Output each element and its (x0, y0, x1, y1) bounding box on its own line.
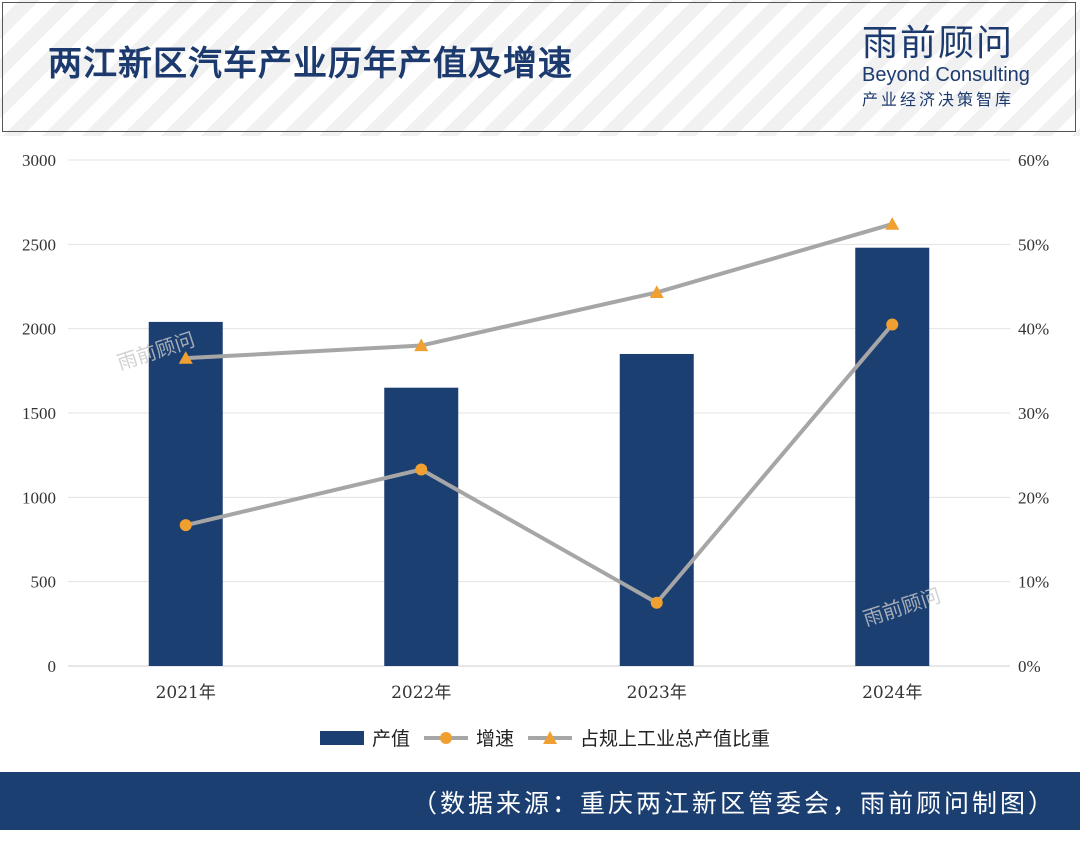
grid (68, 159, 1010, 667)
y-tick-label: 1000 (22, 488, 56, 507)
legend-marker (543, 731, 558, 744)
x-tick-label: 2022年 (391, 683, 451, 703)
header-border (2, 2, 1076, 132)
y-tick-label: 0 (48, 657, 57, 676)
logo-en: Beyond Consulting (862, 64, 1030, 86)
logo: 雨前顾问 Beyond Consulting 产业经济决策智库 (862, 24, 1042, 114)
bar (619, 353, 694, 666)
y2-tick-label: 10% (1018, 573, 1049, 592)
y2-tick-label: 0% (1018, 657, 1041, 676)
bar (855, 247, 930, 666)
data-point (650, 596, 663, 609)
header: 两江新区汽车产业历年产值及增速 雨前顾问 Beyond Consulting 产… (0, 0, 1080, 136)
x-tick-label: 2021年 (156, 683, 216, 703)
data-point (649, 285, 664, 299)
right-axis: 0% 10% 20% 30% 40% 50% 60% (1018, 151, 1049, 676)
data-point (178, 351, 193, 364)
y-tick-label: 2500 (22, 235, 56, 254)
bar-series (148, 247, 930, 666)
series-line (185, 222, 893, 361)
bar (384, 387, 459, 666)
data-point (414, 338, 429, 352)
logo-subtitle: 产业经济决策智库 (862, 90, 1015, 109)
y2-tick-label: 50% (1018, 235, 1049, 254)
x-tick-label: 2023年 (627, 683, 687, 703)
legend-swatch (320, 731, 364, 745)
legend-label: 增速 (476, 728, 514, 750)
x-axis: 2021年 2022年 2023年 2024年 (156, 683, 923, 703)
logo-cn: 雨前顾问 (862, 23, 1015, 64)
data-point (885, 217, 900, 230)
y-tick-label: 3000 (22, 151, 56, 170)
line-series (178, 217, 900, 609)
legend-label: 产值 (372, 728, 410, 750)
data-point (179, 519, 192, 532)
y-tick-label: 2000 (22, 320, 56, 339)
x-tick-label: 2024年 (862, 683, 922, 703)
y2-tick-label: 20% (1018, 488, 1049, 507)
footer: （数据来源：重庆两江新区管委会，雨前顾问制图） (0, 772, 1080, 830)
source-note: （数据来源：重庆两江新区管委会，雨前顾问制图） (411, 789, 1056, 818)
legend-label: 占规上工业总产值比重 (580, 728, 770, 750)
left-axis: 0 500 1000 1500 2000 2500 3000 (22, 151, 56, 676)
legend: 产值 增速 占规上工业总产值比重 (320, 728, 770, 750)
legend-marker (440, 732, 453, 744)
data-point (886, 318, 899, 331)
y-tick-label: 500 (31, 573, 57, 592)
combo-chart: 0 500 1000 1500 2000 2500 3000 0% 10% 20% 30% 40% 5… (22, 151, 1049, 750)
data-point (415, 463, 428, 476)
series-line (185, 323, 894, 605)
page-title: 两江新区汽车产业历年产值及增速 (48, 44, 573, 84)
y2-tick-label: 30% (1018, 404, 1049, 423)
y2-tick-label: 60% (1018, 151, 1049, 170)
bar (148, 321, 223, 666)
y2-tick-label: 40% (1018, 320, 1049, 339)
y-tick-label: 1500 (22, 404, 56, 423)
